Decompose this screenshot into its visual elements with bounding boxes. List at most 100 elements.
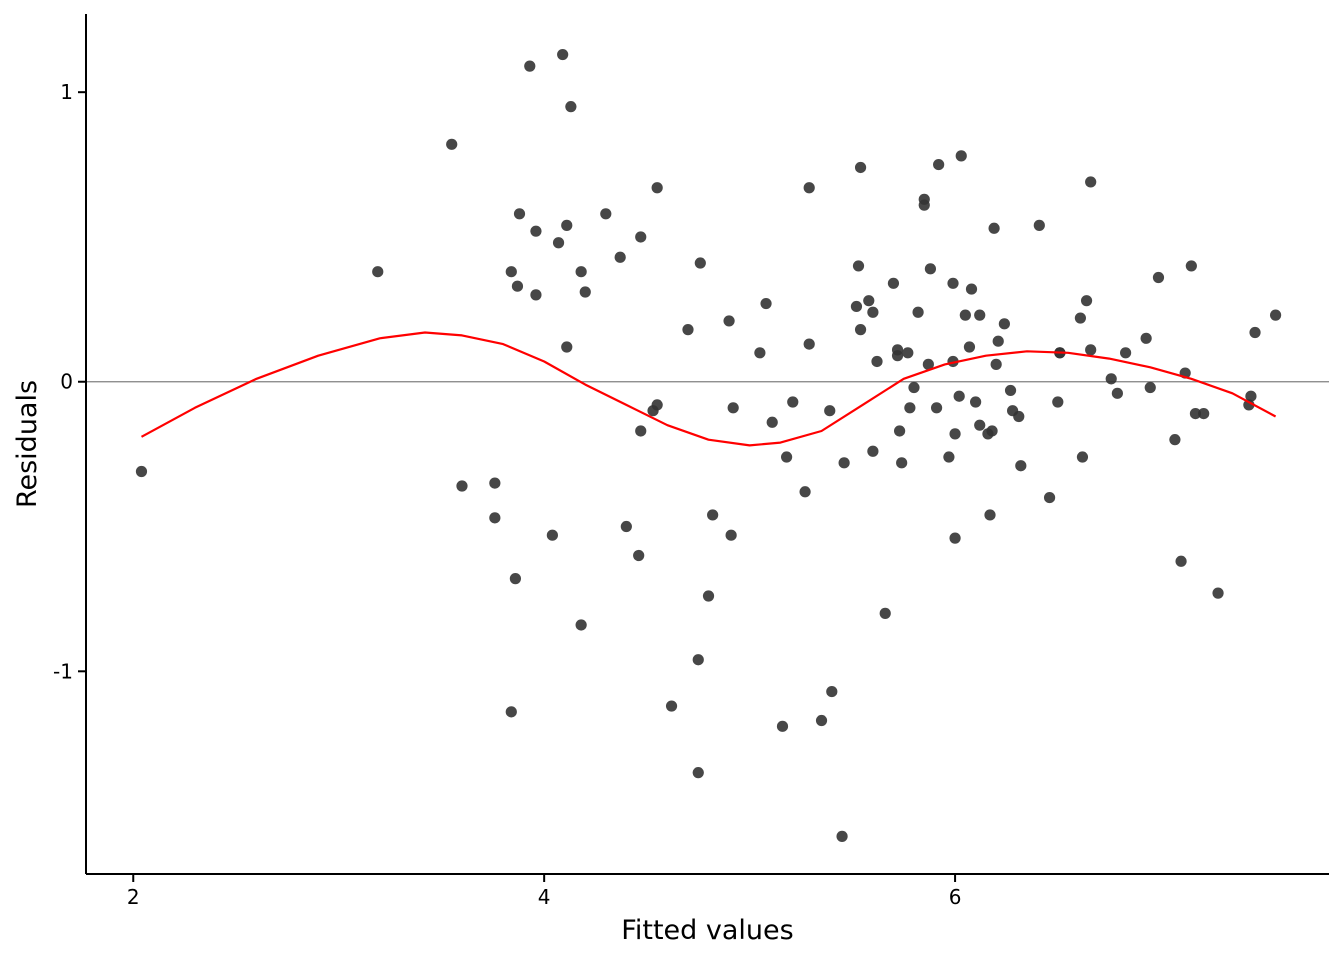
data-point [1033,219,1045,231]
data-point [620,520,632,533]
data-point [1140,332,1152,344]
data-point [815,714,828,727]
data-point [1015,460,1027,472]
data-point [992,335,1004,347]
data-point [1169,434,1181,446]
x-tick-label: 6 [949,885,962,909]
data-point [918,199,930,211]
data-point [824,405,836,417]
y-tick-label: 1 [60,80,73,104]
x-tick-label: 2 [127,885,140,909]
data-point [933,158,945,171]
y-tick-label: 0 [60,370,73,394]
data-point [725,529,737,541]
data-point [1085,176,1097,188]
data-point [894,425,906,437]
data-point [561,219,573,231]
data-point [887,277,900,289]
data-point [509,573,521,585]
data-point [557,48,569,61]
data-point [651,399,663,411]
data-point [1249,326,1261,339]
data-point [1043,491,1056,504]
data-point [986,425,998,437]
data-point [1076,451,1089,463]
data-point [1120,347,1132,359]
data-point [561,341,573,353]
data-point [850,300,863,313]
x-tick-label: 4 [538,885,551,909]
data-point [682,324,694,336]
data-point [1212,587,1224,599]
data-point [511,280,524,292]
data-point [863,295,875,307]
data-point [633,549,645,562]
y-tick-label: -1 [53,659,73,683]
data-point [922,358,934,370]
data-point [766,416,778,428]
data-point [1243,399,1255,411]
data-point [694,257,706,269]
data-point [908,381,920,394]
data-point [776,720,789,732]
data-point [1085,344,1097,356]
data-point [1269,309,1282,321]
data-point [955,150,967,162]
data-point [867,445,879,457]
data-point [912,306,924,318]
data-point [530,225,542,237]
data-point [838,457,850,469]
data-point [513,208,526,220]
data-point [505,706,517,718]
data-point [489,477,501,489]
data-point [1013,410,1025,423]
data-point [930,402,943,414]
data-point [963,341,976,353]
data-point [984,509,996,521]
data-point [1189,407,1202,420]
data-point [505,266,517,278]
data-point [799,486,811,498]
data-point [575,266,587,278]
data-point [372,266,384,278]
data-point [1152,271,1165,284]
data-point [781,451,793,463]
data-point [1052,396,1064,408]
data-point [692,767,704,779]
data-point [891,350,904,362]
data-point [135,465,148,478]
data-point [1080,295,1093,307]
data-point [754,347,766,359]
data-point [456,480,468,492]
data-point [651,182,663,194]
data-point [924,263,937,275]
data-point [1175,555,1187,567]
y-axis-title: Residuals [12,380,43,508]
data-point [953,390,965,402]
data-point [949,532,961,544]
data-point [998,318,1010,330]
data-point [990,358,1002,370]
data-point [692,654,704,666]
data-point [565,101,577,113]
data-point [867,306,879,318]
data-point [702,590,715,602]
data-point [530,289,542,301]
plot-area: 2 4 6 -1 0 1 [53,14,1329,909]
data-point [635,231,647,243]
data-point [524,60,536,72]
data-point [446,138,458,150]
data-point [665,700,678,712]
data-point [1105,373,1117,385]
data-point [836,830,848,842]
data-point [579,286,591,298]
data-point [902,347,914,359]
data-point [970,396,982,408]
data-point [947,277,959,289]
data-point [727,402,739,414]
data-point [803,182,815,194]
data-point [803,338,815,350]
x-axis-title: Fitted values [621,915,793,946]
